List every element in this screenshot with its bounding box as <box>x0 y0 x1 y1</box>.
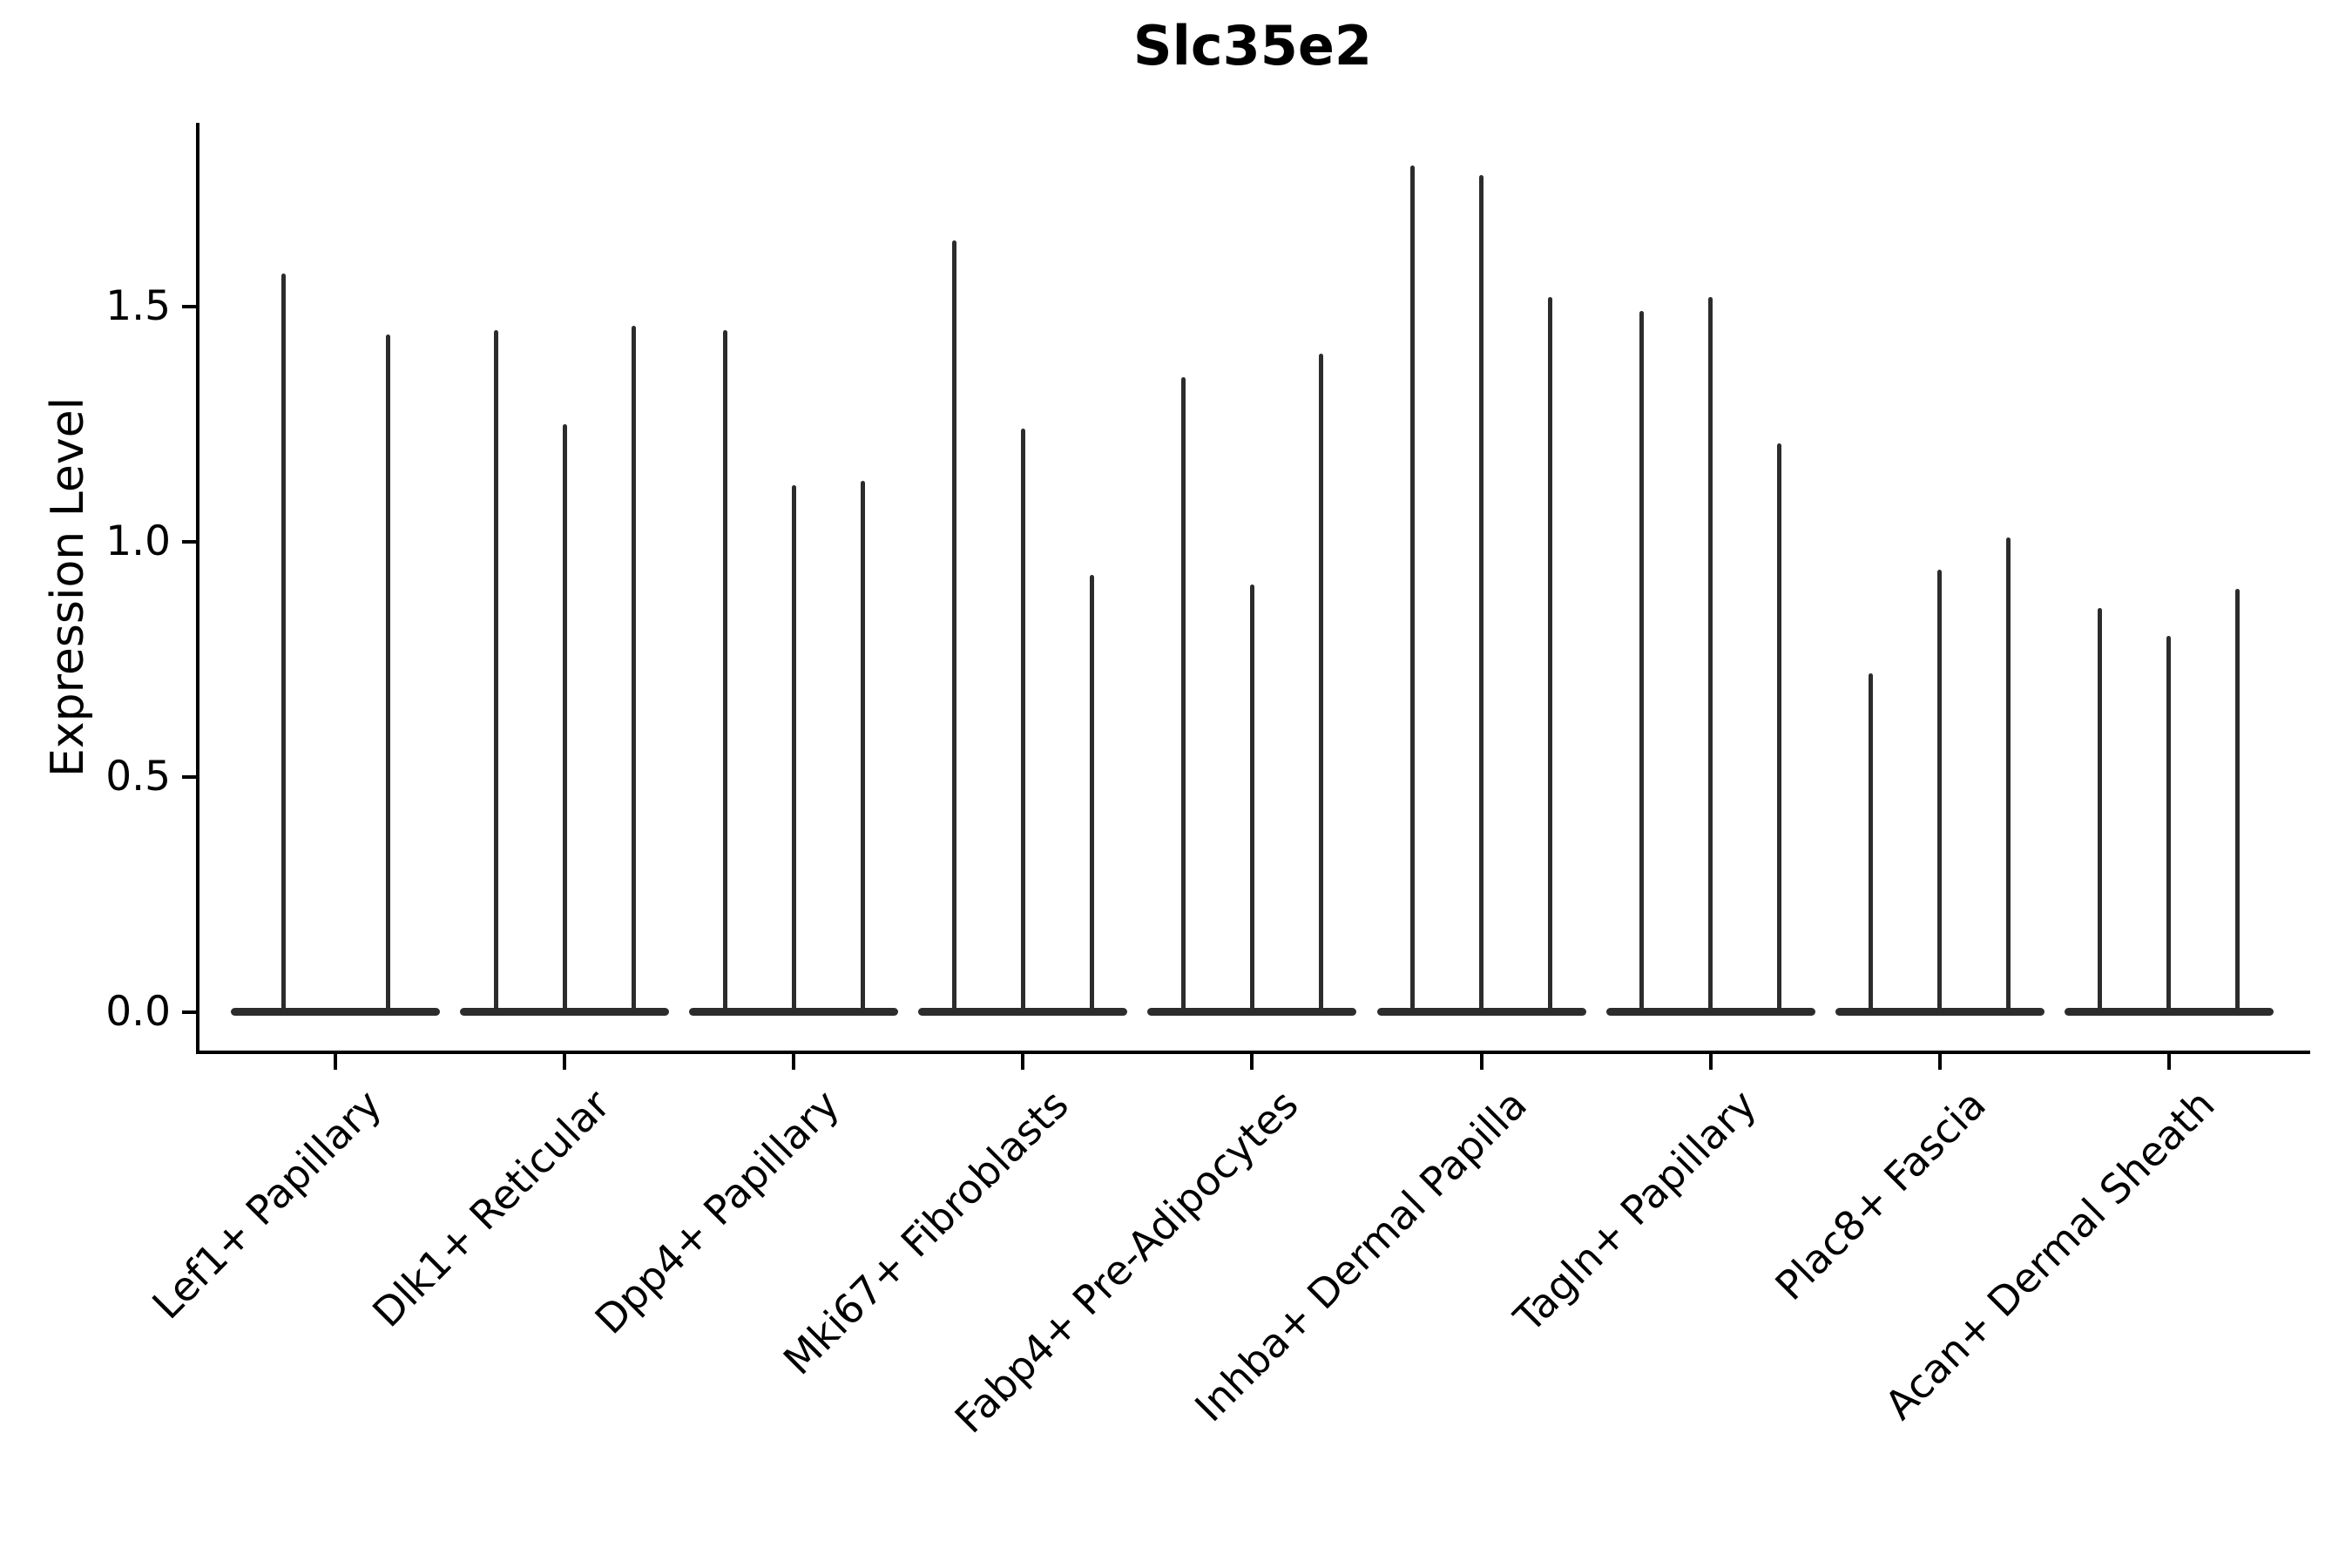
violin-spike <box>2006 537 2011 1015</box>
violin-spike <box>791 485 796 1015</box>
y-axis-label: Expression Level <box>42 396 94 778</box>
x-tick <box>1708 1054 1713 1070</box>
y-tick-label: 0.0 <box>105 988 171 1036</box>
x-tick <box>1250 1054 1254 1070</box>
x-tick <box>792 1054 796 1070</box>
y-axis-spine <box>196 123 199 1054</box>
violin-spike <box>280 274 286 1015</box>
x-tick-label: Tagln+ Papillary <box>1504 1080 1766 1342</box>
x-tick-label: Dlk1+ Reticular <box>363 1080 619 1336</box>
x-tick <box>1479 1054 1484 1070</box>
y-tick <box>182 305 197 308</box>
x-tick-label: Plac8+ Fascia <box>1766 1080 1995 1309</box>
y-tick <box>182 775 197 779</box>
violin-spike <box>385 335 390 1015</box>
x-tick-label: Lef1+ Papillary <box>142 1080 390 1328</box>
violin-spike <box>562 424 567 1015</box>
violin-spike <box>2235 589 2240 1015</box>
x-tick <box>334 1054 337 1070</box>
violin-spike <box>722 330 727 1015</box>
x-axis-spine <box>196 1051 2310 1054</box>
y-tick-label: 0.5 <box>105 753 171 801</box>
violin-spike <box>1249 584 1254 1015</box>
y-tick-label: 1.5 <box>105 282 171 330</box>
x-tick-label: Dpp4+ Papillary <box>585 1080 848 1343</box>
violin-spike <box>1410 166 1415 1015</box>
x-tick <box>563 1054 567 1070</box>
violin-spike <box>1869 673 1874 1015</box>
y-tick <box>182 540 197 544</box>
violin-spike <box>951 240 956 1015</box>
violin-spike <box>1020 429 1025 1015</box>
violin-spike <box>1548 297 1552 1015</box>
violin-spike <box>1708 297 1713 1015</box>
violin-spike <box>860 480 865 1015</box>
violin-spike <box>1180 377 1186 1015</box>
violin-spike <box>631 325 636 1015</box>
violin-spike <box>1089 574 1094 1015</box>
violin-spike <box>493 330 498 1015</box>
violin-spike <box>1937 570 1943 1015</box>
violin-spike <box>2098 607 2103 1015</box>
chart-title: Slc35e2 <box>1132 14 1373 78</box>
violin-spike <box>1777 443 1782 1015</box>
x-tick <box>1021 1054 1025 1070</box>
x-tick <box>2166 1054 2171 1070</box>
x-tick <box>1937 1054 1942 1070</box>
violin-base <box>231 1008 440 1016</box>
violin-spike <box>1639 311 1645 1015</box>
violin-spike <box>2166 636 2172 1015</box>
y-tick-label: 1.0 <box>105 517 171 565</box>
violin-spike <box>1318 354 1323 1015</box>
y-tick <box>182 1010 197 1014</box>
violin-spike <box>1479 174 1484 1015</box>
